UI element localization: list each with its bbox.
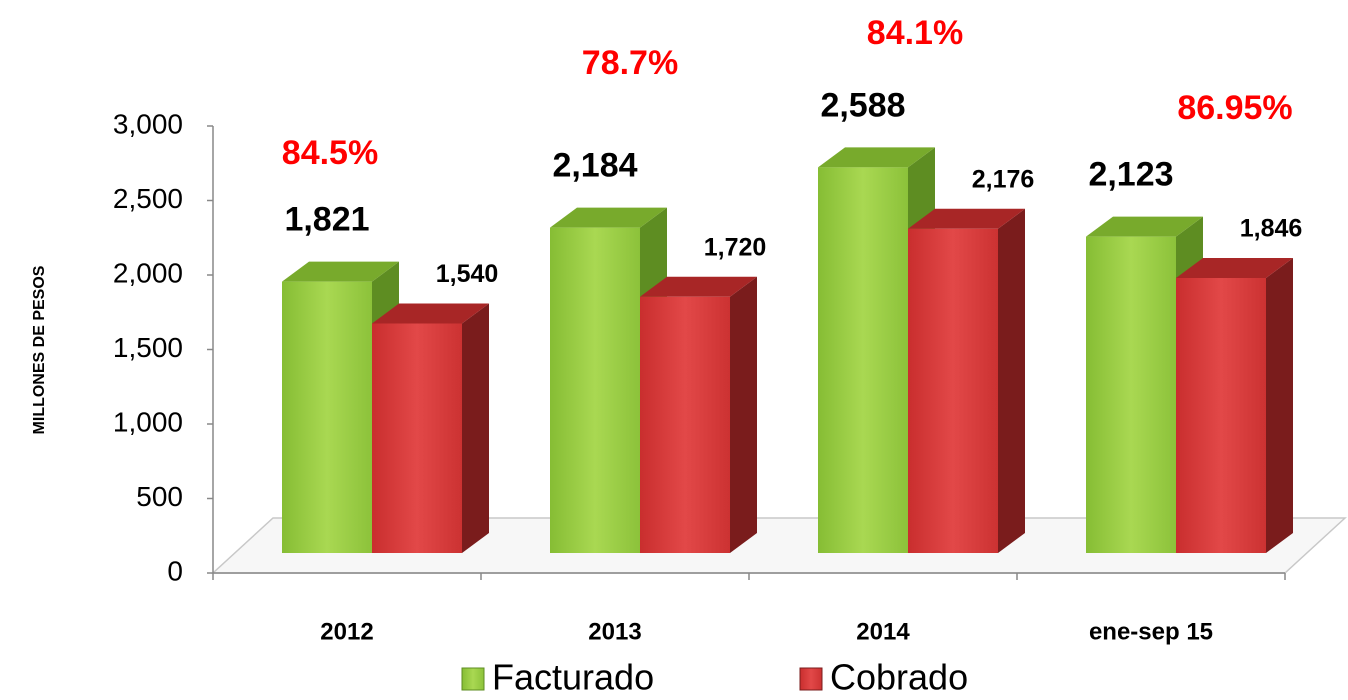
bar-face <box>550 207 667 228</box>
value-label: 2,176 <box>972 165 1035 193</box>
bar-face <box>640 276 757 297</box>
bar-face <box>908 208 1025 229</box>
legend-label: Facturado <box>492 657 654 698</box>
x-tick-label: ene-sep 15 <box>1089 618 1213 645</box>
bar-face <box>908 228 998 553</box>
legend-swatch <box>461 667 485 691</box>
bar-face <box>998 208 1025 553</box>
legend-swatch <box>799 667 823 691</box>
value-label: 2,588 <box>820 86 905 124</box>
value-label: 1,821 <box>284 201 369 239</box>
bar <box>372 303 489 553</box>
annotation: 84.5% <box>282 134 378 172</box>
value-label: 1,540 <box>436 260 499 288</box>
bar-face <box>818 167 908 553</box>
value-label: 2,123 <box>1088 156 1173 194</box>
bar-face <box>282 281 372 553</box>
bar-face <box>1176 277 1266 553</box>
bar-face <box>372 303 489 324</box>
y-tick-label: 3,000 <box>113 108 183 139</box>
y-tick-label: 2,000 <box>113 257 183 288</box>
bar-face <box>462 303 489 553</box>
bar-face <box>1176 257 1293 278</box>
y-tick-label: 0 <box>167 555 183 586</box>
annotation: 86.95% <box>1177 89 1292 127</box>
bar <box>1176 257 1293 553</box>
y-tick-label: 2,500 <box>113 183 183 214</box>
y-tick-label: 500 <box>136 481 183 512</box>
bar-face <box>282 261 399 282</box>
bar <box>908 208 1025 553</box>
x-tick-label: 2012 <box>320 618 373 645</box>
value-label: 1,720 <box>704 233 767 261</box>
legend-label: Cobrado <box>830 657 968 698</box>
bar-face <box>372 323 462 553</box>
y-axis-label: MILLONES DE PESOS <box>31 265 48 434</box>
y-tick-label: 1,500 <box>113 332 183 363</box>
bar-face <box>730 276 757 553</box>
bar-face <box>640 296 730 553</box>
bar-face <box>1086 216 1203 237</box>
annotation: 84.1% <box>867 14 963 52</box>
bar-face <box>550 227 640 554</box>
bar-face <box>1086 236 1176 553</box>
annotation: 78.7% <box>582 44 678 82</box>
bar <box>640 276 757 553</box>
value-label: 1,846 <box>1240 215 1303 243</box>
value-label: 2,184 <box>552 147 637 185</box>
y-tick-label: 1,000 <box>113 406 183 437</box>
bar-face <box>818 147 935 168</box>
x-tick-label: 2014 <box>856 618 910 645</box>
x-tick-label: 2013 <box>588 618 641 645</box>
bar-face <box>1266 257 1293 553</box>
